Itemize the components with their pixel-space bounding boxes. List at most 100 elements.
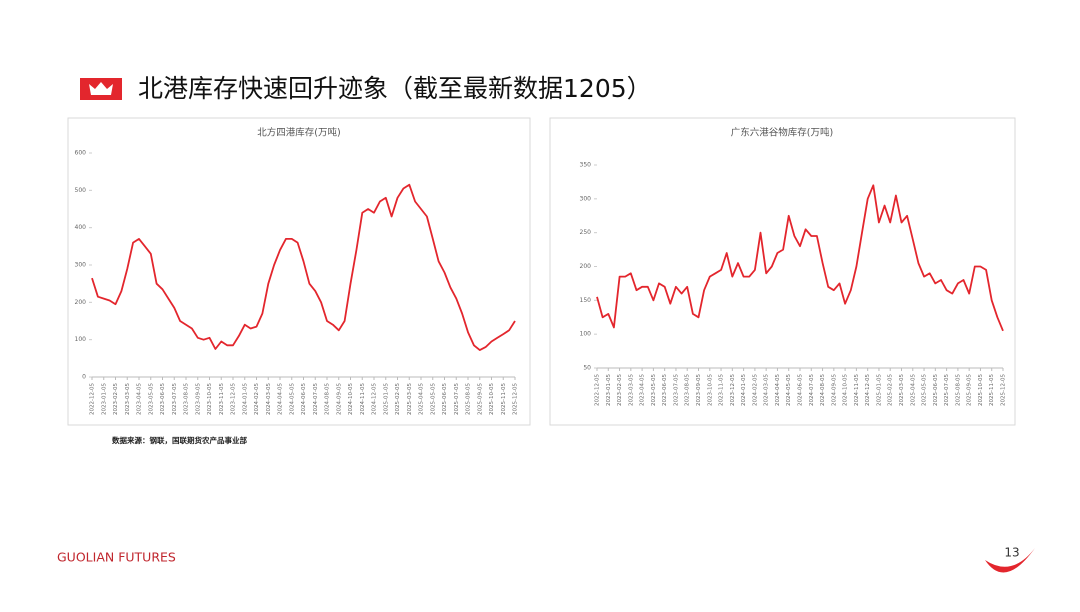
x-tick-label: 2024-04-05: [278, 383, 284, 415]
x-tick-label: 2023-07-05: [673, 374, 679, 406]
x-tick-label: 2023-10-05: [707, 374, 713, 406]
source-note: 数据来源：钢联，国联期货农产品事业部: [112, 435, 247, 445]
x-tick-label: 2025-11-05: [501, 383, 507, 415]
chart-frame: [67, 117, 531, 426]
x-tick-label: 2023-03-05: [125, 383, 131, 415]
x-tick-label: 2023-12-05: [730, 374, 736, 406]
x-tick-label: 2023-05-05: [148, 383, 154, 415]
x-tick-label: 2024-02-05: [254, 383, 260, 415]
x-tick-label: 2023-05-05: [651, 374, 657, 406]
x-tick-label: 2023-11-05: [219, 383, 225, 415]
x-tick-label: 2022-12-05: [90, 383, 96, 415]
x-tick-label: 2024-11-05: [360, 383, 366, 415]
x-tick-label: 2024-08-05: [325, 383, 331, 415]
y-tick-label: 200: [75, 299, 87, 306]
y-tick-label: 500: [75, 187, 87, 194]
chart-title: 广东六港谷物库存(万吨): [731, 127, 833, 139]
x-tick-label: 2023-11-05: [719, 374, 725, 406]
chart-title: 北方四港库存(万吨): [257, 127, 340, 139]
y-tick-label: 100: [75, 336, 87, 343]
x-tick-label: 2025-03-05: [407, 383, 413, 415]
y-tick-label: 150: [580, 297, 592, 304]
x-tick-label: 2023-07-05: [172, 383, 178, 415]
x-tick-label: 2024-09-05: [336, 383, 342, 415]
y-tick-label: 600: [75, 150, 87, 157]
x-tick-label: 2024-04-05: [775, 374, 781, 406]
x-tick-label: 2024-06-05: [301, 383, 307, 415]
x-tick-label: 2025-04-05: [910, 374, 916, 406]
x-tick-label: 2024-12-05: [865, 374, 871, 406]
y-tick-label: 300: [75, 262, 87, 269]
x-tick-label: 2025-08-05: [466, 383, 472, 415]
x-tick-label: 2024-05-05: [786, 374, 792, 406]
x-tick-label: 2024-03-05: [764, 374, 770, 406]
y-tick-label: 200: [580, 263, 592, 270]
x-tick-label: 2025-01-05: [383, 383, 389, 415]
x-tick-label: 2024-08-05: [820, 374, 826, 406]
x-tick-label: 2025-01-05: [876, 374, 882, 406]
x-tick-label: 2024-10-05: [843, 374, 849, 406]
x-tick-label: 2023-06-05: [662, 374, 668, 406]
x-tick-label: 2023-08-05: [685, 374, 691, 406]
x-tick-label: 2023-03-05: [628, 374, 634, 406]
x-tick-label: 2024-10-05: [348, 383, 354, 415]
x-tick-label: 2025-02-05: [888, 374, 894, 406]
x-tick-label: 2024-02-05: [752, 374, 758, 406]
x-tick-label: 2025-10-05: [489, 383, 495, 415]
x-tick-label: 2025-06-05: [933, 374, 939, 406]
x-tick-label: 2025-04-05: [419, 383, 425, 415]
y-tick-label: 50: [583, 365, 591, 372]
x-tick-label: 2024-09-05: [831, 374, 837, 406]
x-tick-label: 2025-05-05: [430, 383, 436, 415]
x-tick-label: 2025-02-05: [395, 383, 401, 415]
y-tick-label: 400: [75, 224, 87, 231]
x-tick-label: 2025-06-05: [442, 383, 448, 415]
x-tick-label: 2023-08-05: [184, 383, 190, 415]
x-tick-label: 2024-01-05: [741, 374, 747, 406]
x-tick-label: 2023-10-05: [207, 383, 213, 415]
y-tick-label: 100: [580, 331, 592, 338]
x-tick-label: 2023-02-05: [617, 374, 623, 406]
slide-title: 北港库存快速回升迹象（截至最新数据1205）: [138, 74, 652, 103]
x-tick-label: 2024-07-05: [313, 383, 319, 415]
x-tick-label: 2023-09-05: [195, 383, 201, 415]
x-tick-label: 2023-04-05: [137, 383, 143, 415]
x-tick-label: 2023-09-05: [696, 374, 702, 406]
x-tick-label: 2024-11-05: [854, 374, 860, 406]
x-tick-label: 2024-12-05: [372, 383, 378, 415]
x-tick-label: 2025-07-05: [944, 374, 950, 406]
x-tick-label: 2025-05-05: [922, 374, 928, 406]
x-tick-label: 2022-12-05: [595, 374, 601, 406]
x-tick-label: 2023-12-05: [231, 383, 237, 415]
x-tick-label: 2025-12-05: [1001, 374, 1007, 406]
x-tick-label: 2025-10-05: [978, 374, 984, 406]
data-line: [596, 184, 1004, 332]
y-tick-label: 250: [580, 229, 592, 236]
data-line: [91, 183, 516, 351]
y-tick-label: 300: [580, 195, 592, 202]
y-tick-label: 0: [82, 374, 86, 381]
brand: GUOLIAN FUTURES: [57, 550, 176, 565]
x-tick-label: 2025-09-05: [967, 374, 973, 406]
x-tick-label: 2023-04-05: [640, 374, 646, 406]
corner-swoosh: [985, 548, 1035, 573]
chart-frame: [549, 117, 1016, 426]
x-tick-label: 2025-03-05: [899, 374, 905, 406]
x-tick-label: 2025-09-05: [477, 383, 483, 415]
x-tick-label: 2025-11-05: [989, 374, 995, 406]
x-tick-label: 2023-01-05: [101, 383, 107, 415]
x-tick-label: 2025-12-05: [513, 383, 519, 415]
x-tick-label: 2024-07-05: [809, 374, 815, 406]
crown-icon: [89, 82, 113, 95]
x-tick-label: 2023-01-05: [606, 374, 612, 406]
y-tick-label: 350: [580, 162, 592, 169]
x-tick-label: 2024-06-05: [798, 374, 804, 406]
x-tick-label: 2024-03-05: [266, 383, 272, 415]
x-tick-label: 2025-07-05: [454, 383, 460, 415]
x-tick-label: 2023-02-05: [113, 383, 119, 415]
x-tick-label: 2024-01-05: [242, 383, 248, 415]
x-tick-label: 2024-05-05: [289, 383, 295, 415]
page-number: 13: [1004, 546, 1019, 560]
x-tick-label: 2025-08-05: [955, 374, 961, 406]
